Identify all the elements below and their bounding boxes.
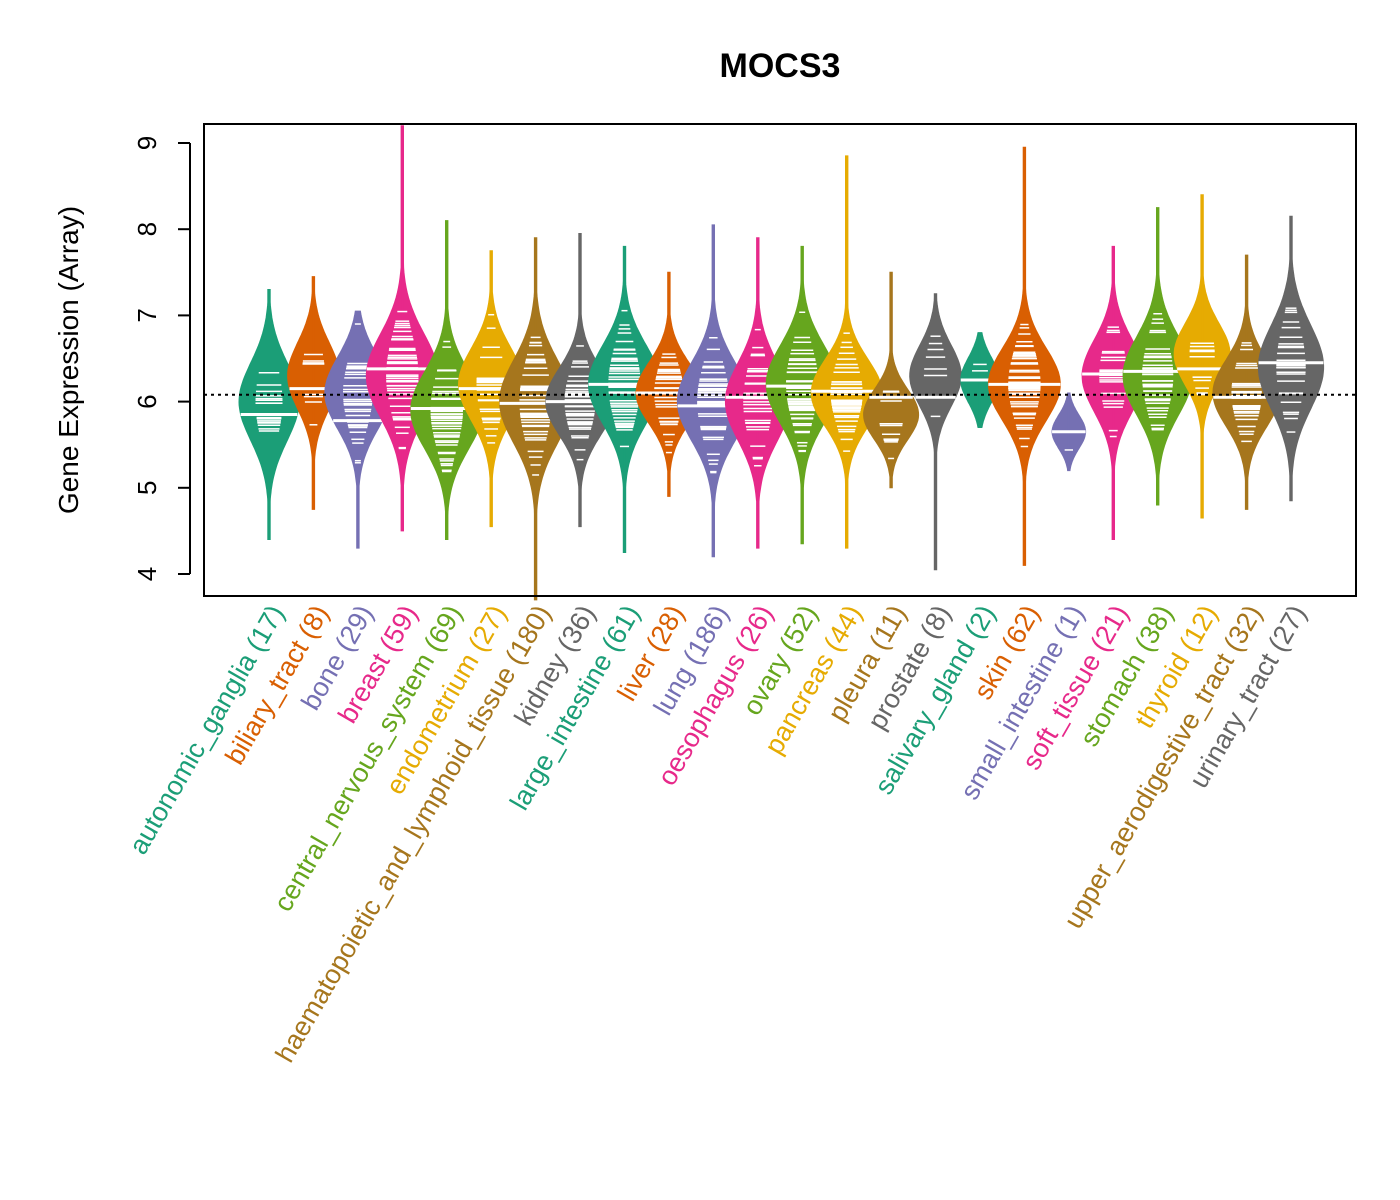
violin-biliary_tract — [287, 276, 340, 510]
y-tick-label: 9 — [132, 136, 162, 150]
violin-prostate — [909, 293, 962, 571]
y-tick-label: 8 — [132, 222, 162, 236]
violin-small_intestine — [1051, 392, 1087, 472]
x-axis-labels: autonomic_ganglia (17)biliary_tract (8)b… — [123, 600, 1312, 1067]
violin-pleura — [863, 271, 920, 489]
y-tick-label: 4 — [132, 567, 162, 581]
y-axis-title: Gene Expression (Array) — [53, 206, 84, 514]
violin-oesophagus — [724, 237, 791, 549]
violin-breast — [365, 125, 439, 532]
chart-title: MOCS3 — [720, 47, 841, 85]
violins — [238, 125, 1325, 601]
y-tick-label: 5 — [132, 481, 162, 495]
plot-frame — [203, 123, 1357, 597]
y-axis: 4 5 6 7 8 9 — [132, 136, 191, 581]
violin-large_intestine — [587, 245, 662, 553]
violin-autonomic_ganglia — [238, 289, 300, 540]
violin-thyroid — [1173, 194, 1231, 519]
y-tick-label: 7 — [132, 308, 162, 322]
y-tick-label: 6 — [132, 394, 162, 408]
violin-urinary_tract — [1257, 215, 1325, 502]
violin-skin — [987, 146, 1061, 566]
violin-central_nervous_system — [410, 220, 484, 540]
